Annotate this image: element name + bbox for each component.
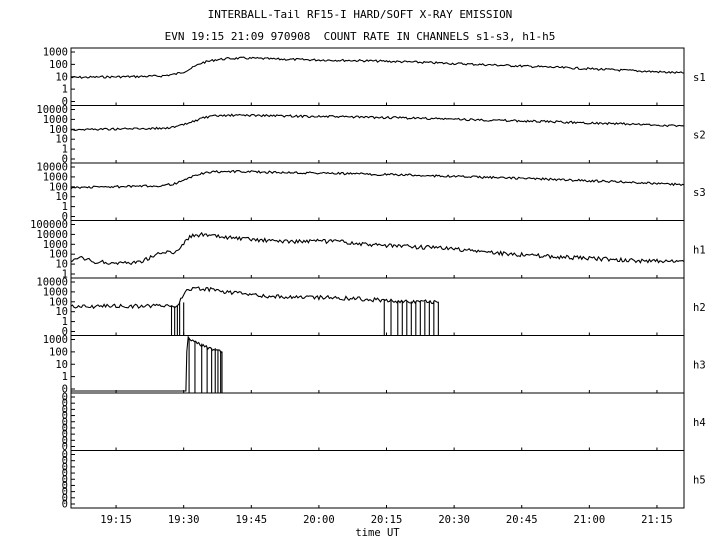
panel-frame-h4 — [70, 392, 685, 451]
y-tick-label-h4: 0 — [62, 416, 68, 428]
y-tick-label-s1: 1 — [62, 84, 68, 96]
y-tick-label-h2: 1000 — [43, 286, 68, 298]
y-tick-label-s2: 10000 — [36, 104, 68, 116]
y-tick-label-h3: 10 — [55, 359, 68, 371]
panel-frame-s3 — [70, 162, 685, 221]
x-tick-label: 21:15 — [641, 514, 673, 526]
y-tick-label-h5: 0 — [62, 499, 68, 511]
x-tick-label: 19:45 — [235, 514, 267, 526]
y-tick-label-h4: 0 — [62, 429, 68, 441]
channel-label-s1: s1 — [693, 72, 706, 84]
panel-frame-s2 — [70, 105, 685, 164]
y-tick-label-h5: 0 — [62, 486, 68, 498]
y-tick-label-h5: 0 — [62, 449, 68, 461]
y-tick-label-h1: 10000 — [36, 229, 68, 241]
y-tick-label-s1: 10 — [55, 71, 68, 83]
y-tick-label-s1: 100 — [49, 59, 68, 71]
y-tick-label-s2: 100 — [49, 124, 68, 136]
y-tick-label-h4: 0 — [62, 404, 68, 416]
y-tick-label-s2: 0 — [62, 154, 68, 166]
series-line-s3 — [70, 169, 685, 190]
y-tick-label-h1: 10 — [55, 259, 68, 271]
y-tick-label-h4: 0 — [62, 441, 68, 453]
y-tick-label-h3: 100 — [49, 346, 68, 358]
channel-label-h4: h4 — [693, 417, 706, 429]
channel-label-h5: h5 — [693, 474, 706, 486]
chart-title: INTERBALL-Tail RF15-I HARD/SOFT X-RAY EM… — [207, 8, 513, 21]
channel-label-h1: h1 — [693, 244, 706, 256]
series-line-s2 — [70, 113, 685, 131]
channel-label-s2: s2 — [693, 129, 706, 141]
y-tick-label-s2: 1000 — [43, 114, 68, 126]
y-tick-label-h1: 100000 — [30, 219, 68, 231]
x-tick-label: 20:30 — [438, 514, 470, 526]
y-tick-label-h2: 100 — [49, 296, 68, 308]
y-tick-label-s3: 0 — [62, 211, 68, 223]
y-tick-label-s3: 1 — [62, 201, 68, 213]
channel-label-s3: s3 — [693, 187, 706, 199]
series-line-s1 — [70, 56, 685, 79]
y-tick-label-h5: 0 — [62, 461, 68, 473]
y-tick-label-h5: 0 — [62, 474, 68, 486]
series-line-h2 — [70, 286, 439, 310]
y-tick-label-h1: 1 — [62, 269, 68, 281]
y-tick-label-h2: 10000 — [36, 277, 68, 289]
y-tick-label-s3: 100 — [49, 181, 68, 193]
channel-label-h2: h2 — [693, 302, 706, 314]
y-tick-label-s2: 10 — [55, 134, 68, 146]
x-tick-label: 19:15 — [100, 514, 132, 526]
y-tick-label-s2: 1 — [62, 144, 68, 156]
y-tick-label-h5: 0 — [62, 480, 68, 492]
x-tick-label: 21:00 — [574, 514, 606, 526]
y-tick-label-h2: 10 — [55, 306, 68, 318]
y-tick-label-h5: 0 — [62, 468, 68, 480]
y-tick-label-h3: 1000 — [43, 334, 68, 346]
y-tick-label-h1: 1000 — [43, 239, 68, 251]
y-tick-label-h2: 1 — [62, 316, 68, 328]
panel-frame-h5 — [70, 450, 685, 509]
series-line-h1 — [70, 231, 685, 266]
x-tick-label: 20:45 — [506, 514, 538, 526]
panel-frame-h1 — [70, 220, 685, 279]
y-tick-label-h5: 0 — [62, 492, 68, 504]
y-tick-label-h1: 100 — [49, 249, 68, 261]
x-tick-label: 20:15 — [371, 514, 403, 526]
y-tick-label-h4: 0 — [62, 392, 68, 404]
y-tick-label-h4: 0 — [62, 435, 68, 447]
y-tick-label-s3: 1000 — [43, 171, 68, 183]
y-tick-label-h4: 0 — [62, 410, 68, 422]
chart-subtitle: EVN 19:15 21:09 970908 COUNT RATE IN CHA… — [164, 30, 556, 43]
y-tick-label-h2: 0 — [62, 326, 68, 338]
y-tick-label-h3: 0 — [62, 384, 68, 396]
y-tick-label-s3: 10 — [55, 191, 68, 203]
x-tick-label: 20:00 — [303, 514, 335, 526]
x-axis-label: time UT — [355, 527, 400, 539]
y-tick-label-s1: 0 — [62, 96, 68, 108]
y-tick-label-h3: 1 — [62, 371, 68, 383]
channel-label-h3: h3 — [693, 359, 706, 371]
x-tick-label: 19:30 — [168, 514, 200, 526]
y-tick-label-h5: 0 — [62, 455, 68, 467]
y-tick-label-s1: 1000 — [43, 47, 68, 59]
y-tick-label-h4: 0 — [62, 398, 68, 410]
y-tick-label-h4: 0 — [62, 422, 68, 434]
series-line-h3 — [71, 335, 223, 392]
panel-frame-s1 — [70, 47, 685, 106]
y-tick-label-s3: 10000 — [36, 162, 68, 174]
panel-frame-h3 — [70, 335, 685, 394]
